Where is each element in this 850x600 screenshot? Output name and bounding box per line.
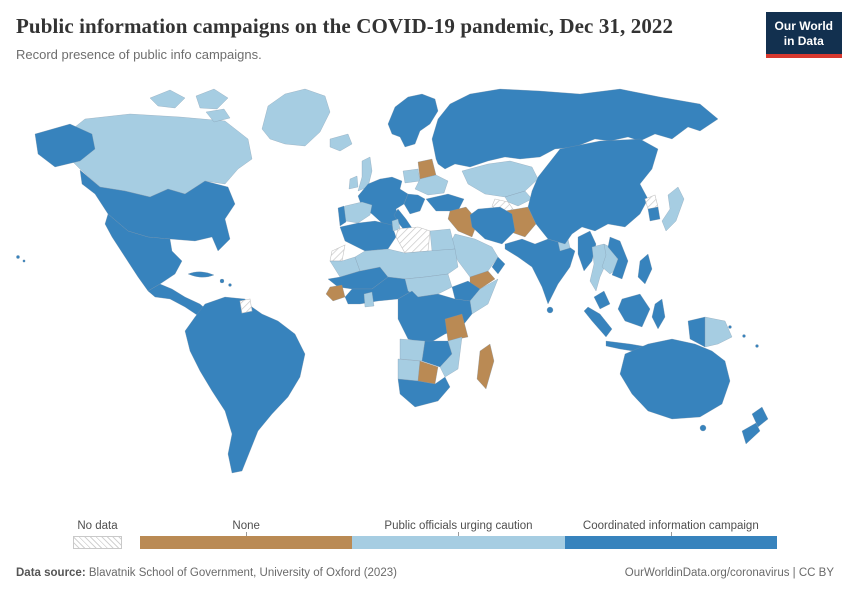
region-balkans[interactable] [403,193,426,215]
region-hawaii[interactable] [16,255,20,259]
region-malaysia[interactable] [593,290,611,310]
region-western-sahara[interactable] [329,244,346,262]
page-subtitle: Record presence of public info campaigns… [16,47,262,62]
map-legend: No data None Public officials urging cau… [0,514,850,554]
region-canada-arctic-1[interactable] [149,89,186,109]
region-india-pakistan[interactable] [504,238,576,305]
owid-logo-line1: Our World [774,19,833,33]
region-oman[interactable] [491,256,506,275]
legend-no-data[interactable]: No data [73,520,122,549]
region-tasmania[interactable] [699,424,707,432]
legend-segment-caution[interactable]: Public officials urging caution [352,520,565,549]
legend-label-caution: Public officials urging caution [384,520,533,532]
region-sri-lanka[interactable] [546,306,554,314]
footer-source-text: Blavatnik School of Government, Universi… [85,567,397,579]
world-choropleth-map [16,88,769,474]
region-libya[interactable] [395,226,431,254]
page-title: Public information campaigns on the COVI… [16,14,674,38]
region-new-zealand-south[interactable] [741,422,761,445]
region-portugal[interactable] [337,205,347,227]
region-scandinavia[interactable] [387,93,439,148]
region-china-mongolia[interactable] [527,138,659,245]
region-hawaii-2[interactable] [22,259,26,263]
region-somalia[interactable] [469,278,499,315]
region-ghana[interactable] [363,291,375,308]
region-new-zealand-north[interactable] [751,406,769,428]
region-russia[interactable] [431,88,719,170]
legend-bar: None Public officials urging caution Coo… [140,520,777,549]
region-greenland[interactable] [261,88,331,147]
region-philippines[interactable] [637,253,653,285]
region-namibia[interactable] [397,358,421,382]
legend-label-coordinated: Coordinated information campaign [582,520,759,532]
region-south-america[interactable] [184,296,306,474]
legend-tick [670,532,672,536]
region-suriname[interactable] [239,298,253,314]
region-pacific-island-1[interactable] [728,325,732,329]
footer-link[interactable]: OurWorldinData.org/coronavirus | CC BY [624,567,834,579]
region-morocco-algeria[interactable] [339,220,397,252]
region-madagascar[interactable] [476,343,495,390]
legend-label-none: None [232,520,260,532]
region-papua-new-guinea[interactable] [704,316,733,348]
region-egypt[interactable] [429,228,456,252]
region-caribbean-2[interactable] [228,283,232,287]
legend-tick [458,532,460,536]
region-japan[interactable] [661,186,685,232]
region-myanmar[interactable] [577,230,597,272]
region-borneo[interactable] [617,293,651,328]
region-turkey[interactable] [425,193,465,212]
legend-segment-coordinated[interactable]: Coordinated information campaign [564,520,777,549]
region-tanzania[interactable] [444,313,469,342]
region-pacific-island-2[interactable] [742,334,746,338]
legend-segment-none[interactable]: None [140,520,353,549]
footer-source: Data source: Blavatnik School of Governm… [16,567,397,579]
owid-logo-line2: in Data [783,34,824,48]
region-ukraine[interactable] [414,174,449,196]
region-iran[interactable] [469,206,516,245]
region-uzbekistan[interactable] [504,190,533,207]
region-iceland[interactable] [329,133,353,152]
region-guinea-sierra-leone[interactable] [325,284,346,302]
region-cuba[interactable] [187,271,215,278]
footer: Data source: Blavatnik School of Governm… [16,567,834,579]
region-sulawesi[interactable] [651,298,666,330]
region-pacific-island-3[interactable] [755,344,759,348]
region-south-africa[interactable] [397,376,451,408]
region-sumatra[interactable] [583,306,613,338]
region-central-africa[interactable] [404,273,453,298]
region-australia[interactable] [619,338,731,420]
legend-no-data-label: No data [77,520,118,532]
region-kazakhstan[interactable] [461,160,539,198]
region-ireland[interactable] [348,175,359,190]
region-caribbean-1[interactable] [219,278,225,284]
footer-source-label: Data source: [16,567,86,579]
region-canada-arctic-2[interactable] [195,88,229,110]
region-vietnam[interactable] [607,236,629,280]
owid-logo[interactable]: Our World in Data [765,12,842,58]
region-poland[interactable] [402,168,421,184]
region-alaska[interactable] [34,123,96,168]
region-angola[interactable] [399,338,426,362]
legend-no-data-swatch [73,536,122,549]
region-papua-west[interactable] [687,316,706,348]
region-canada-arctic-3[interactable] [205,108,231,123]
legend-tick [246,532,248,536]
region-south-korea[interactable] [647,206,661,222]
region-mexico[interactable] [104,213,183,292]
